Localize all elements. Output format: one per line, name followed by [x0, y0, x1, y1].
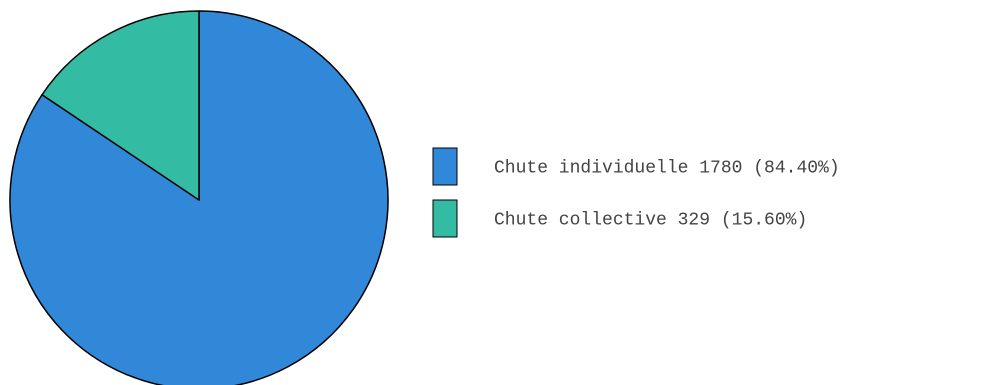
pie-slices	[9, 10, 389, 385]
pie-slice-chute-collective	[41, 10, 200, 201]
legend-label-chute-collective: Chute collective 329 (15.60%)	[494, 211, 807, 231]
legend: Chute individuelle 1780 (84.40%) Chute co…	[432, 147, 840, 238]
legend-swatch-chute-collective	[432, 199, 458, 238]
legend-swatch-chute-individuelle	[432, 147, 458, 186]
legend-label-chute-individuelle: Chute individuelle 1780 (84.40%)	[494, 159, 840, 179]
